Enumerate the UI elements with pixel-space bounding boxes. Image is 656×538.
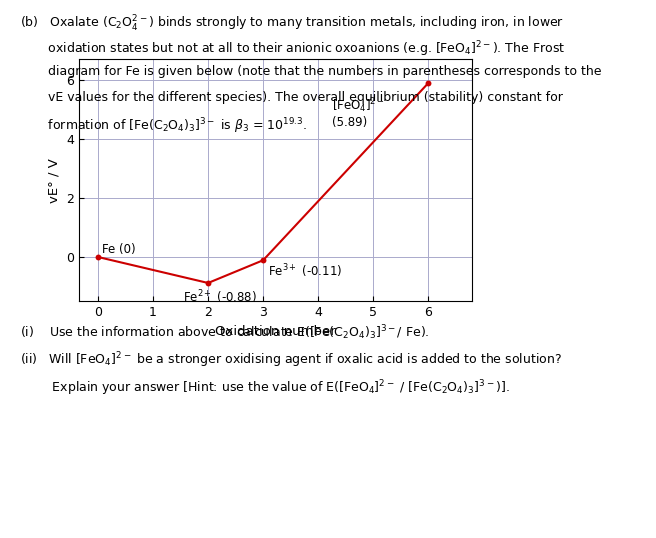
Text: Fe$^{2+}$ (-0.88): Fe$^{2+}$ (-0.88) xyxy=(183,288,257,306)
Text: formation of [Fe(C$_2$O$_4$)$_3$]$^{3-}$ is $\beta_3$ = 10$^{19.3}$.: formation of [Fe(C$_2$O$_4$)$_3$]$^{3-}$… xyxy=(20,117,307,136)
Text: (b)   Oxalate (C$_2$O$_4^{2-}$) binds strongly to many transition metals, includ: (b) Oxalate (C$_2$O$_4^{2-}$) binds stro… xyxy=(20,13,564,33)
Text: Explain your answer [Hint: use the value of E([FeO$_4$]$^{2-}$ / [Fe(C$_2$O$_4$): Explain your answer [Hint: use the value… xyxy=(20,379,510,398)
X-axis label: Oxidation number: Oxidation number xyxy=(215,325,336,338)
Text: Fe (0): Fe (0) xyxy=(102,243,136,256)
Text: (i)    Use the information above to calculate E([Fe(C$_2$O$_4$)$_3$]$^{3-}$/ Fe): (i) Use the information above to calcula… xyxy=(20,323,429,342)
Point xyxy=(203,279,213,287)
Point xyxy=(258,256,268,265)
Text: vE values for the different species). The overall equilibrium (stability) consta: vE values for the different species). Th… xyxy=(20,91,563,104)
Text: Fe$^{3+}$ (-0.11): Fe$^{3+}$ (-0.11) xyxy=(268,263,342,280)
Text: oxidation states but not at all to their anionic oxoanions (e.g. [FeO$_4$]$^{2-}: oxidation states but not at all to their… xyxy=(20,39,565,59)
Point xyxy=(423,79,434,87)
Text: (5.89): (5.89) xyxy=(332,116,367,129)
Y-axis label: vE° / V: vE° / V xyxy=(47,158,60,203)
Text: diagram for Fe is given below (note that the numbers in parentheses corresponds : diagram for Fe is given below (note that… xyxy=(20,65,601,78)
Text: (ii)   Will [FeO$_4$]$^{2-}$ be a stronger oxidising agent if oxalic acid is add: (ii) Will [FeO$_4$]$^{2-}$ be a stronger… xyxy=(20,351,562,370)
Text: [FeO$_4$]$^{2-}$: [FeO$_4$]$^{2-}$ xyxy=(332,97,385,115)
Point xyxy=(92,253,103,261)
